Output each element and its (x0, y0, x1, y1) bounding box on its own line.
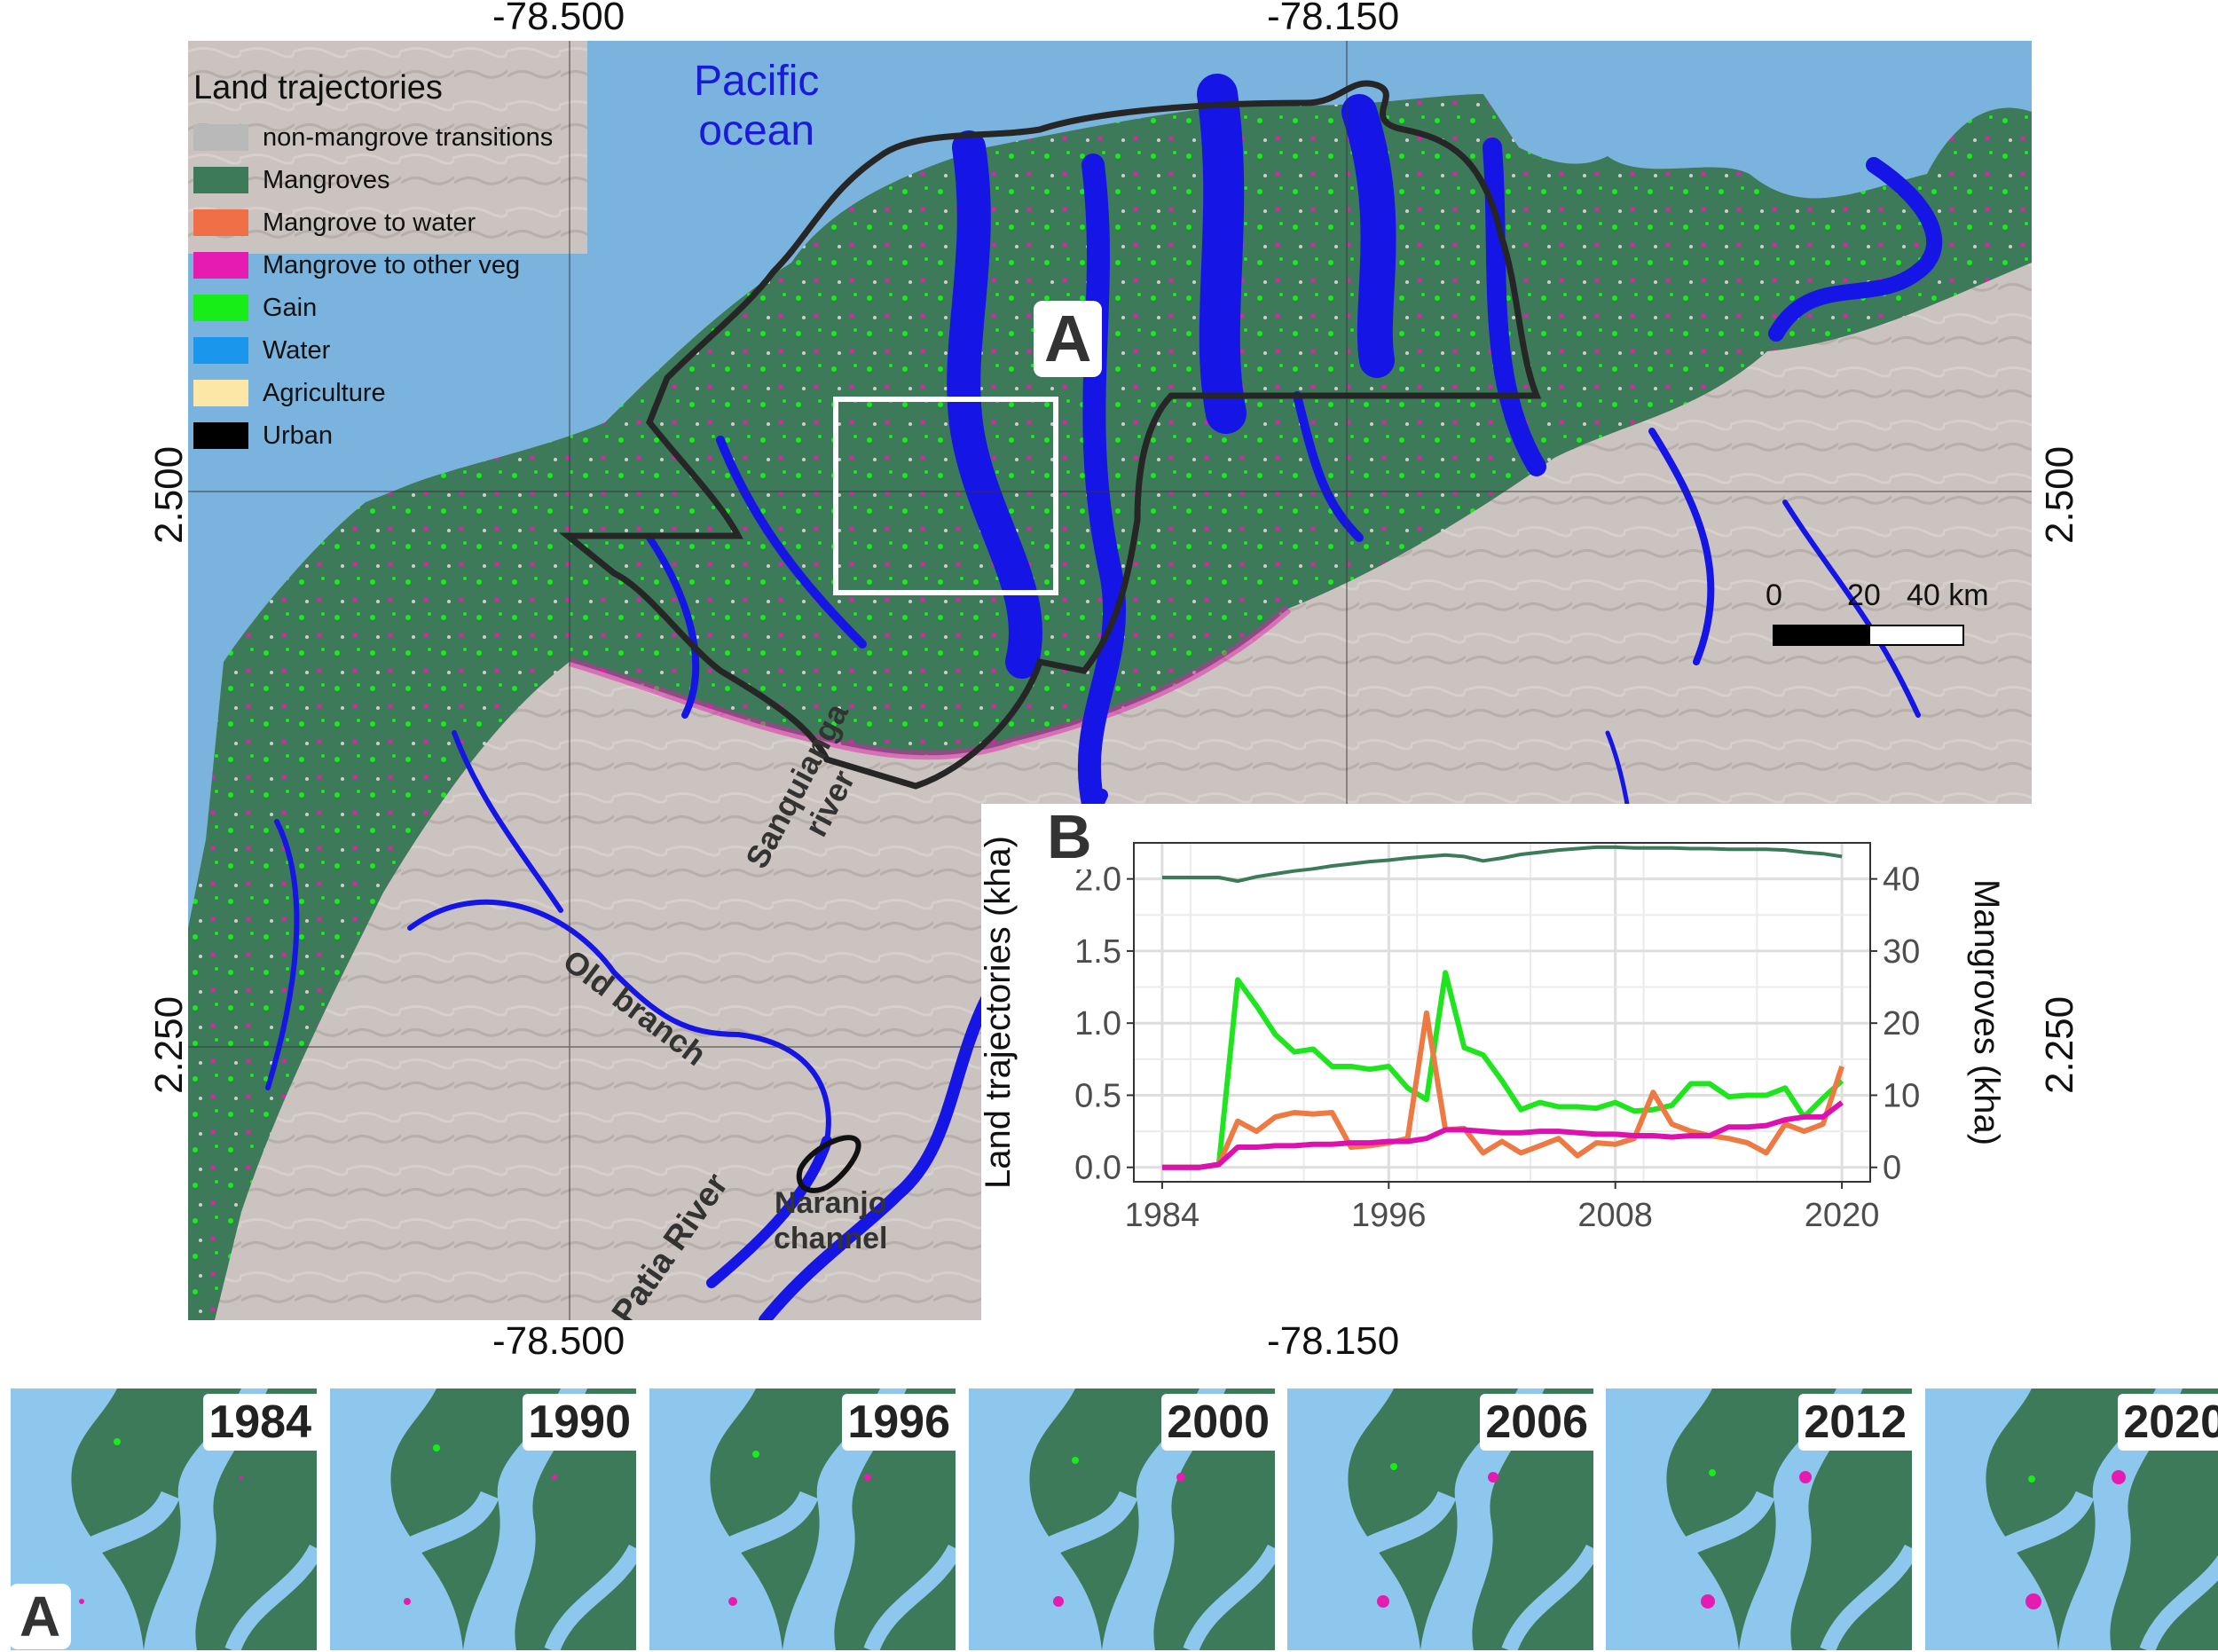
naranjo-line-1: Naranjo (774, 1186, 887, 1220)
legend-title: Land trajectories (193, 69, 443, 106)
thumbnail-year-label: 2000 (1161, 1394, 1275, 1451)
legend-items: non-mangrove transitions Mangroves Mangrov… (188, 116, 587, 457)
legend-item: Agriculture (188, 372, 587, 414)
map-svg (188, 41, 2032, 1320)
scale-tick-0: 0 (1766, 578, 1782, 612)
scale-bar-black (1773, 625, 1870, 646)
degradation-fringe (568, 605, 1292, 760)
year-thumbnail: 2020 (1925, 1388, 2218, 1650)
thumbnail-year-label: 2012 (1798, 1394, 1912, 1451)
map-panel: Pacific ocean A Sanquianga river Old bra… (188, 41, 2032, 1320)
coord-left-upper: 2.500 (147, 445, 191, 544)
legend-label: Mangrove to water (263, 208, 476, 237)
legend-item: Urban (188, 414, 587, 457)
legend-swatch (193, 422, 248, 449)
ocean-label: Pacific ocean (694, 57, 819, 156)
zoom-box (833, 397, 1058, 595)
map-panel-a-label: A (1034, 301, 1103, 377)
series-line-gain (1161, 970, 1844, 1170)
y-left-tick-label: 0.0 (1074, 1150, 1121, 1187)
chart-panel-b: 0.0 0.5 1.0 1.5 2.0 0 10 20 30 40 1984 1996 2008 2020… (979, 804, 2032, 1324)
thumbnail-year-label: 2020 (2118, 1394, 2218, 1451)
year-thumbnail: 2012 (1606, 1388, 1912, 1650)
year-thumbnail: 2006 (1287, 1388, 1593, 1650)
legend-label: Urban (263, 421, 333, 450)
legend-swatch (193, 337, 248, 364)
series-line-mangrove-to-water (1161, 1010, 1844, 1170)
y-left-tick-label: 1.0 (1074, 1005, 1121, 1042)
y-right-tick-label: 10 (1883, 1077, 1920, 1114)
y-right-tick-label: 40 (1883, 861, 1920, 899)
legend-label: Mangroves (263, 165, 390, 194)
ocean-area (188, 41, 2032, 928)
legend-swatch (193, 295, 248, 321)
coord-right-upper: 2.500 (2038, 445, 2081, 544)
y-right-tick-label: 30 (1883, 933, 1920, 971)
chart-panel-b-label: B (1038, 804, 1101, 869)
y-left-axis-title: Land trajectories (kha) (981, 836, 1018, 1189)
legend-label: Mangrove to other veg (263, 250, 521, 279)
legend-swatch (193, 209, 248, 236)
legend-label: non-mangrove transitions (263, 122, 554, 152)
coord-left-lower: 2.250 (147, 995, 191, 1094)
legend-item: Mangroves (188, 159, 587, 201)
coord-top-right: -78.150 (1267, 0, 1400, 38)
legend-item: Gain (188, 287, 587, 329)
y-right-tick-label: 0 (1883, 1150, 1901, 1187)
x-tick-label: 2020 (1805, 1197, 1880, 1234)
thumbnail-map (1606, 1388, 1912, 1650)
thumbnail-year-label: 1984 (203, 1394, 317, 1451)
legend-label: Water (263, 335, 331, 365)
thumbnail-map (649, 1388, 956, 1650)
legend-swatch (193, 380, 248, 406)
naranjo-channel-outline (796, 1135, 861, 1193)
series-line-mangroves (1161, 845, 1843, 884)
study-area-boundary (559, 80, 1542, 790)
legend-label: Agriculture (263, 378, 386, 407)
year-thumbnail: 2000 (969, 1388, 1275, 1650)
coord-top-left: -78.500 (492, 0, 625, 38)
naranjo-channel-label: Naranjo channel (774, 1185, 887, 1256)
legend-item: non-mangrove transitions (188, 116, 587, 159)
legend-label: Gain (263, 293, 318, 322)
thumbnail-panel-a-label: A (9, 1584, 72, 1649)
x-tick-label: 1996 (1351, 1197, 1427, 1234)
y-left-tick-label: 0.5 (1074, 1077, 1121, 1114)
legend: Land trajectories non-mangrove transitio… (188, 69, 587, 457)
mangrove-belt (188, 94, 2032, 1320)
legend-item: Mangrove to other veg (188, 244, 587, 287)
y-right-tick-label: 20 (1883, 1005, 1920, 1042)
x-tick-label: 2008 (1577, 1197, 1653, 1234)
legend-item: Water (188, 329, 587, 372)
year-thumbnail: 1990 (330, 1388, 636, 1650)
thumbnail-year-label: 1996 (842, 1394, 956, 1451)
scale-bar: 0 20 40 km (1758, 578, 1989, 646)
plot-border (1133, 842, 1871, 1183)
y-right-axis-title: Mangroves (kha) (1967, 879, 2006, 1145)
scale-bar-white (1868, 625, 1964, 646)
y-left-tick-label: 1.5 (1074, 933, 1121, 971)
ocean-label-line-1: Pacific (694, 58, 820, 105)
legend-swatch (193, 124, 248, 151)
year-thumbnail: 1996 (649, 1388, 956, 1650)
scale-tick-20: 20 (1847, 578, 1881, 612)
thumbnail-year-label: 1990 (523, 1394, 636, 1451)
legend-swatch (193, 252, 248, 279)
ocean-label-line-2: ocean (698, 107, 815, 154)
thumbnail-year-label: 2006 (1480, 1394, 1593, 1451)
legend-item: Mangrove to water (188, 201, 587, 244)
legend-swatch (193, 167, 248, 193)
coord-bottom-right: -78.150 (1267, 1319, 1400, 1363)
scale-tick-40: 40 km (1907, 578, 1989, 612)
coord-bottom-left: -78.500 (492, 1319, 625, 1363)
naranjo-line-2: channel (774, 1222, 888, 1255)
x-tick-label: 1984 (1125, 1197, 1200, 1234)
series-line-mangrove-to-other-veg (1161, 1100, 1844, 1170)
coord-right-lower: 2.250 (2038, 995, 2081, 1094)
